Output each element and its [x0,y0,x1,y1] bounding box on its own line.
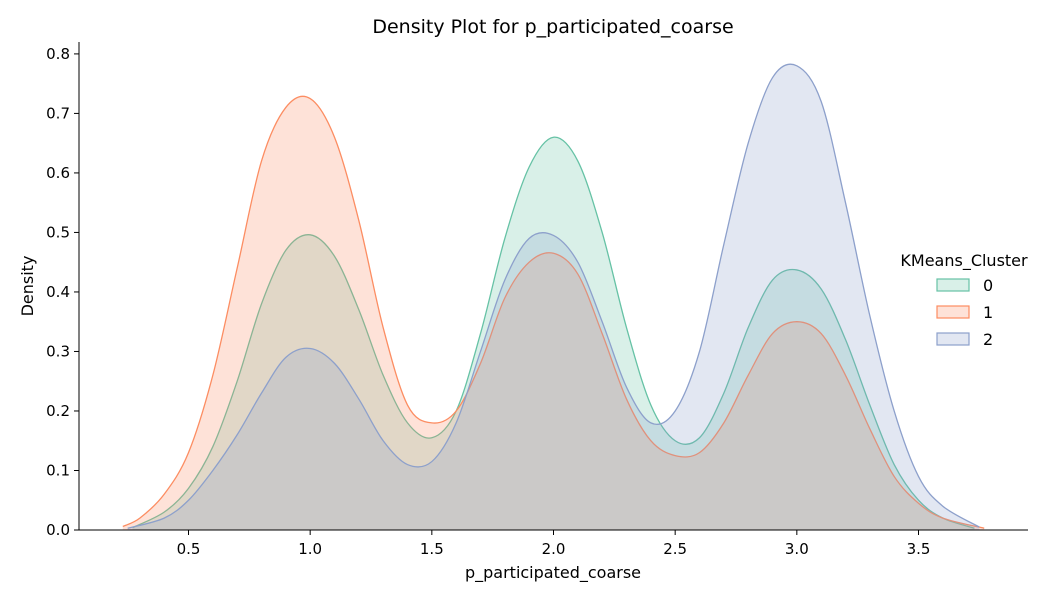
density-area-cluster-2 [127,64,980,531]
density-areas [122,63,985,531]
chart-title: Density Plot for p_participated_coarse [372,16,733,38]
y-tick-label: 0.8 [46,45,70,63]
legend-swatch-cluster-1 [936,305,970,319]
legend-swatch-cluster-2 [936,332,970,346]
legend: KMeans_Cluster 0 1 2 [900,251,1028,349]
legend-swatch-cluster-0 [936,278,970,292]
x-tick-label: 0.5 [177,540,201,558]
y-tick-label: 0.2 [46,402,70,420]
y-axis-title: Density [18,256,37,317]
x-tick-label: 3.5 [907,540,931,558]
y-ticks: 0.0 0.1 0.2 0.3 0.4 0.5 0.6 0.7 0.8 [46,45,79,539]
legend-label-cluster-1: 1 [983,303,993,322]
y-tick-label: 0.4 [46,283,70,301]
density-line-cluster-2 [127,63,980,529]
density-line-cluster-1 [122,95,985,529]
x-ticks: 0.5 1.0 1.5 2.0 2.5 3.0 3.5 [177,530,931,558]
y-tick-label: 0.5 [46,223,70,241]
density-area-cluster-0 [132,137,975,530]
density-area-cluster-1 [122,96,985,530]
x-tick-label: 1.5 [420,540,444,558]
legend-label-cluster-2: 2 [983,330,993,349]
y-tick-label: 0.0 [46,521,70,539]
x-axis-title: p_participated_coarse [465,563,641,583]
density-line-cluster-0 [132,136,975,529]
y-tick-label: 0.7 [46,104,70,122]
x-tick-label: 3.0 [785,540,809,558]
x-tick-label: 2.0 [542,540,566,558]
y-tick-label: 0.6 [46,164,70,182]
legend-label-cluster-0: 0 [983,276,993,295]
x-tick-label: 2.5 [663,540,687,558]
legend-title: KMeans_Cluster [900,251,1028,271]
x-tick-label: 1.0 [298,540,322,558]
y-tick-label: 0.1 [46,461,70,479]
y-tick-label: 0.3 [46,342,70,360]
